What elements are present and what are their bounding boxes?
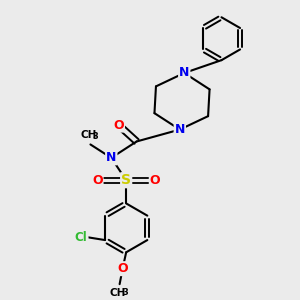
- Text: N: N: [179, 67, 189, 80]
- Text: N: N: [175, 123, 185, 136]
- Text: O: O: [92, 174, 103, 187]
- Text: N: N: [106, 152, 116, 164]
- Text: CH: CH: [81, 130, 97, 140]
- Text: O: O: [150, 174, 160, 187]
- Text: 3: 3: [122, 288, 128, 297]
- Text: S: S: [121, 173, 131, 187]
- Text: Cl: Cl: [75, 231, 88, 244]
- Text: 3: 3: [93, 132, 99, 141]
- Text: CH: CH: [110, 288, 126, 298]
- Text: O: O: [117, 262, 128, 275]
- Text: O: O: [113, 118, 124, 132]
